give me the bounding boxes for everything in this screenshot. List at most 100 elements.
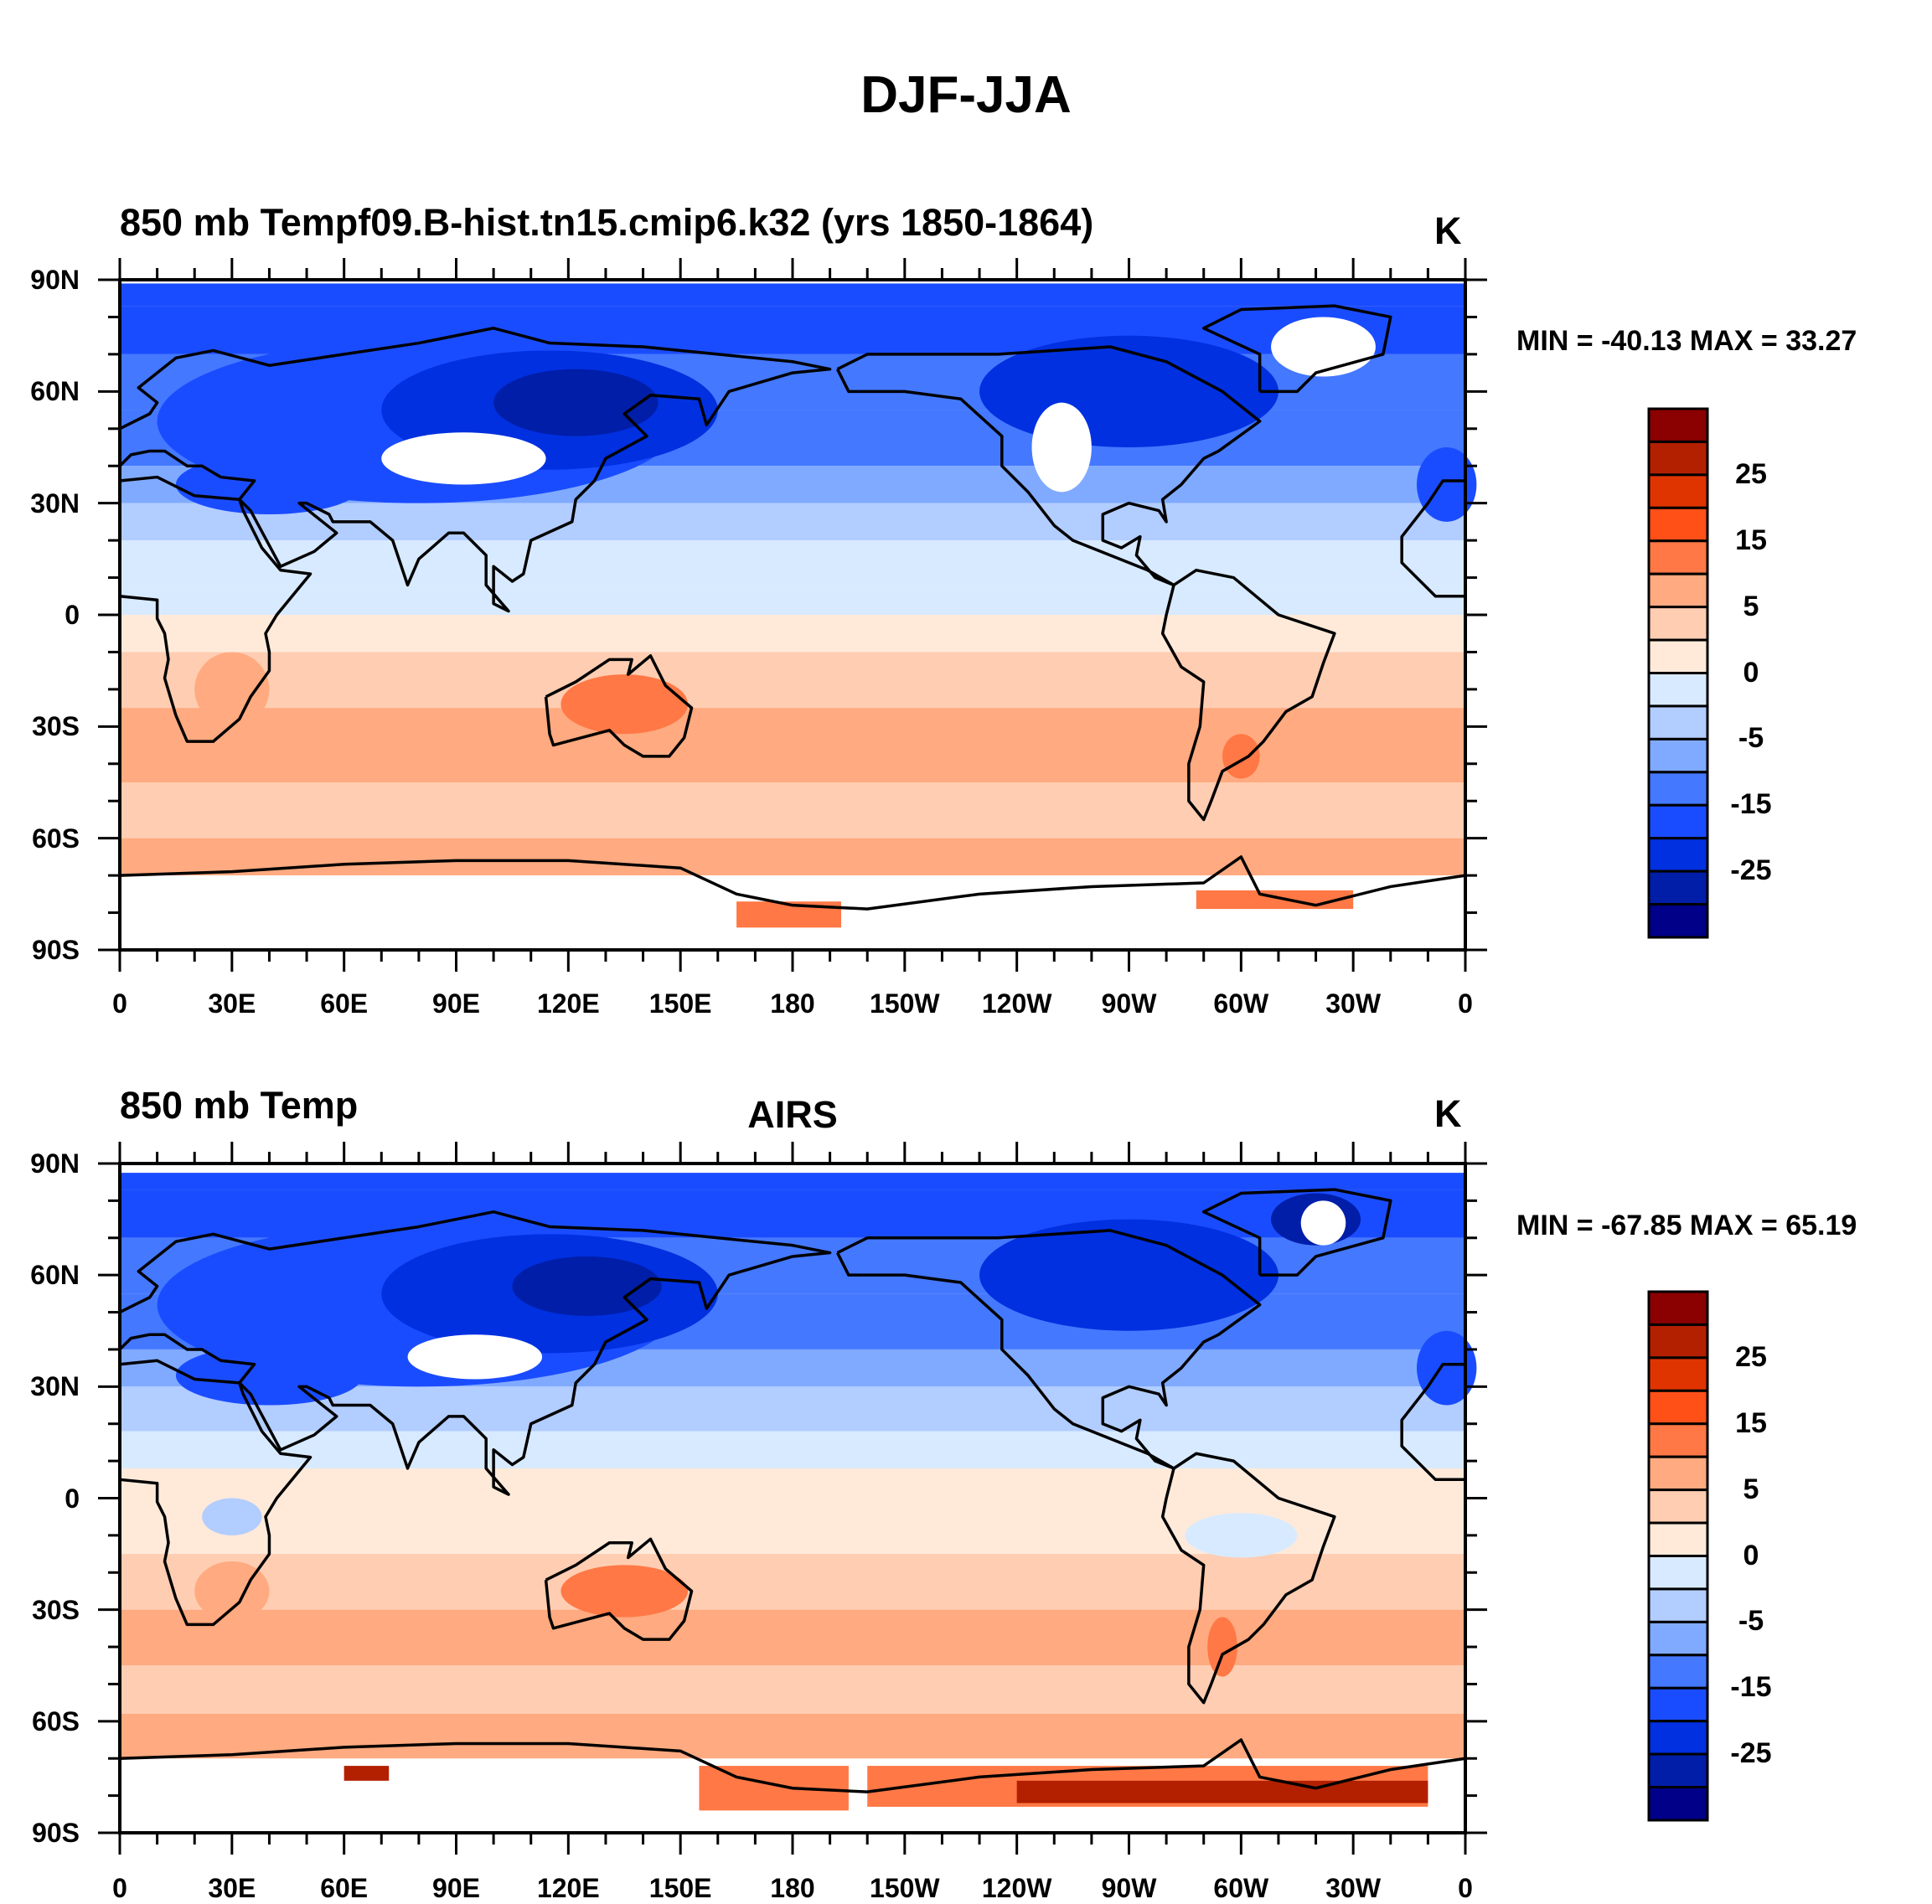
colorbar-box xyxy=(1647,407,1709,443)
temperature-anomaly-region xyxy=(194,1561,270,1621)
colorbar-box xyxy=(1647,1654,1709,1690)
colorbar-box xyxy=(1647,1323,1709,1360)
colorbar-box xyxy=(1647,473,1709,509)
temperature-anomaly-region xyxy=(1300,1200,1346,1246)
colorbar-box xyxy=(1647,1752,1709,1789)
colorbar-box xyxy=(1647,638,1709,674)
x-tick-label: 0 xyxy=(1458,988,1473,1019)
temperature-anomaly-region xyxy=(381,432,546,485)
colorbar-box xyxy=(1647,1455,1709,1492)
colorbar-label: -25 xyxy=(1730,1737,1772,1770)
panel-center-title: AIRS xyxy=(747,1093,838,1136)
x-tick-label: 90W xyxy=(1101,988,1157,1019)
colorbar-box xyxy=(1647,803,1709,840)
temperature-band xyxy=(120,1713,1465,1759)
temperature-anomaly-region xyxy=(1185,1513,1298,1558)
temperature-band xyxy=(120,1386,1465,1432)
y-tick-label: 60N xyxy=(30,1260,80,1291)
x-tick-label: 0 xyxy=(112,988,127,1019)
temperature-anomaly-region xyxy=(202,1498,262,1535)
x-tick-label: 90E xyxy=(432,988,480,1019)
temperature-band xyxy=(120,540,1465,586)
main-title: DJF-JJA xyxy=(860,66,1072,124)
colorbar-label: 15 xyxy=(1735,1406,1767,1439)
colorbar-box xyxy=(1647,1356,1709,1392)
colorbar-label: 25 xyxy=(1735,457,1767,490)
y-tick-label: 30S xyxy=(32,711,80,742)
temperature-band xyxy=(120,1554,1465,1610)
temperature-band xyxy=(120,585,1465,615)
y-tick-label: 90S xyxy=(32,1818,80,1848)
map-plot-2 xyxy=(120,1164,1477,1833)
coastline-south-america xyxy=(1163,570,1335,820)
temperature-anomaly-region xyxy=(493,369,659,436)
temperature-anomaly-region xyxy=(1207,1617,1237,1677)
x-tick-label: 150W xyxy=(870,988,940,1019)
colorbar-label: 25 xyxy=(1735,1340,1767,1373)
coastline-south-america xyxy=(1163,1453,1335,1702)
min-max-label: MIN = -67.85 MAX = 65.19 xyxy=(1516,1210,1857,1241)
colorbar-box xyxy=(1647,704,1709,740)
x-tick-label: 30E xyxy=(208,988,256,1019)
y-tick-label: 90N xyxy=(30,265,80,295)
temperature-anomaly-region xyxy=(512,1256,662,1316)
temperature-band xyxy=(120,1665,1465,1714)
colorbar-box xyxy=(1647,1587,1709,1623)
coastline-eurasia xyxy=(120,1212,830,1494)
colorbar-label: 5 xyxy=(1743,590,1759,622)
colorbar-box xyxy=(1647,1555,1709,1591)
coastline-australia xyxy=(546,1539,692,1639)
x-tick-label: 0 xyxy=(1458,1873,1473,1903)
min-max-label: MIN = -40.13 MAX = 33.27 xyxy=(1516,325,1857,357)
temperature-band xyxy=(120,652,1465,709)
coastline-north-america xyxy=(838,1231,1260,1468)
y-tick-label: 0 xyxy=(65,600,80,630)
temperature-anomaly-region xyxy=(560,674,689,735)
temperature-band xyxy=(120,1468,1465,1499)
x-tick-label: 120E xyxy=(536,988,600,1019)
colorbar-label: 15 xyxy=(1735,524,1767,556)
x-tick-label: 60E xyxy=(320,988,369,1019)
colorbar-label: -5 xyxy=(1738,722,1764,755)
coastline-africa xyxy=(120,477,311,742)
x-tick-label: 150E xyxy=(648,988,712,1019)
temperature-anomaly-region xyxy=(1031,402,1092,493)
coastline-greenland xyxy=(1204,1189,1391,1275)
colorbar-label: 0 xyxy=(1743,1539,1759,1571)
coastline-greenland xyxy=(1204,306,1391,391)
coastline-australia xyxy=(546,656,692,756)
temperature-band xyxy=(120,782,1465,838)
colorbar-box xyxy=(1647,1686,1709,1723)
panel-title: 850 mb Tempf09.B-hist.tn15.cmip6.k32 (yr… xyxy=(120,201,1094,244)
colorbar-box xyxy=(1647,1521,1709,1557)
coastline-antarctica xyxy=(120,1740,1465,1792)
y-tick-label: 90N xyxy=(30,1148,80,1179)
temperature-anomaly-region xyxy=(560,1565,689,1618)
colorbar-box xyxy=(1647,1620,1709,1657)
panel-title: 850 mb Temp xyxy=(120,1084,359,1127)
temperature-anomaly-region xyxy=(407,1334,543,1380)
y-tick-label: 60S xyxy=(32,823,80,854)
colorbar-label: -25 xyxy=(1730,854,1772,887)
colorbar-box xyxy=(1647,1786,1709,1822)
temperature-band xyxy=(120,1431,1465,1468)
x-tick-label: 60W xyxy=(1213,988,1269,1019)
temperature-anomaly-region xyxy=(1417,1330,1477,1406)
temperature-anomaly-region xyxy=(1016,1780,1428,1803)
y-tick-label: 60N xyxy=(30,376,80,407)
temperature-anomaly-region xyxy=(1271,317,1376,377)
temperature-band xyxy=(120,280,1465,307)
map-plot-1 xyxy=(120,280,1477,950)
y-tick-label: 90S xyxy=(32,935,80,965)
colorbar-box xyxy=(1647,1290,1709,1326)
colorbar-label: 0 xyxy=(1743,656,1759,689)
colorbar-box xyxy=(1647,539,1709,575)
coastline-africa xyxy=(120,1360,311,1624)
temperature-anomaly-region xyxy=(979,1219,1279,1331)
colorbar-label: 5 xyxy=(1743,1473,1759,1505)
colorbar-box xyxy=(1647,1422,1709,1458)
colorbar-box xyxy=(1647,440,1709,477)
units-label: K xyxy=(1434,209,1462,252)
